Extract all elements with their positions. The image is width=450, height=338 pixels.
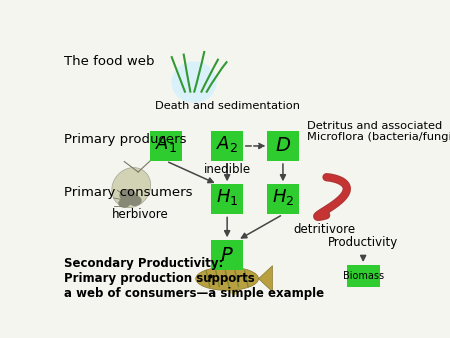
Text: inedible: inedible [203, 163, 251, 176]
FancyBboxPatch shape [212, 240, 243, 270]
Text: $\mathit{A}_{2}$: $\mathit{A}_{2}$ [216, 134, 238, 154]
Text: Primary producers: Primary producers [64, 133, 186, 146]
Text: Productivity: Productivity [328, 236, 398, 249]
Text: $\mathit{H}_{2}$: $\mathit{H}_{2}$ [272, 187, 294, 207]
FancyBboxPatch shape [150, 131, 182, 161]
Text: herbivore: herbivore [112, 209, 168, 221]
PathPatch shape [258, 266, 273, 292]
Text: $\mathit{A}_{1}$: $\mathit{A}_{1}$ [155, 134, 177, 154]
FancyBboxPatch shape [267, 184, 299, 214]
Text: $\mathit{H}_{1}$: $\mathit{H}_{1}$ [216, 187, 239, 207]
Text: Death and sedimentation: Death and sedimentation [155, 101, 300, 111]
Polygon shape [217, 261, 241, 267]
Circle shape [128, 196, 141, 205]
FancyBboxPatch shape [212, 184, 243, 214]
FancyBboxPatch shape [212, 131, 243, 161]
Circle shape [119, 199, 130, 207]
FancyBboxPatch shape [346, 265, 380, 287]
Circle shape [120, 190, 135, 201]
Text: Biomass: Biomass [342, 271, 384, 281]
Ellipse shape [171, 62, 217, 103]
Ellipse shape [196, 267, 258, 290]
Text: $\mathit{P}$: $\mathit{P}$ [220, 246, 234, 265]
Text: Primary consumers: Primary consumers [64, 186, 193, 199]
Text: Detritus and associated
Microflora (bacteria/fungi): Detritus and associated Microflora (bact… [306, 121, 450, 142]
Ellipse shape [112, 168, 151, 208]
Text: The food web: The food web [64, 55, 154, 68]
Text: Secondary Productivity:
Primary production supports
a web of consumers—a simple : Secondary Productivity: Primary producti… [64, 257, 324, 299]
Text: detritivore: detritivore [294, 223, 356, 236]
Polygon shape [227, 290, 241, 296]
FancyBboxPatch shape [267, 131, 299, 161]
Text: $\mathit{D}$: $\mathit{D}$ [275, 137, 291, 155]
